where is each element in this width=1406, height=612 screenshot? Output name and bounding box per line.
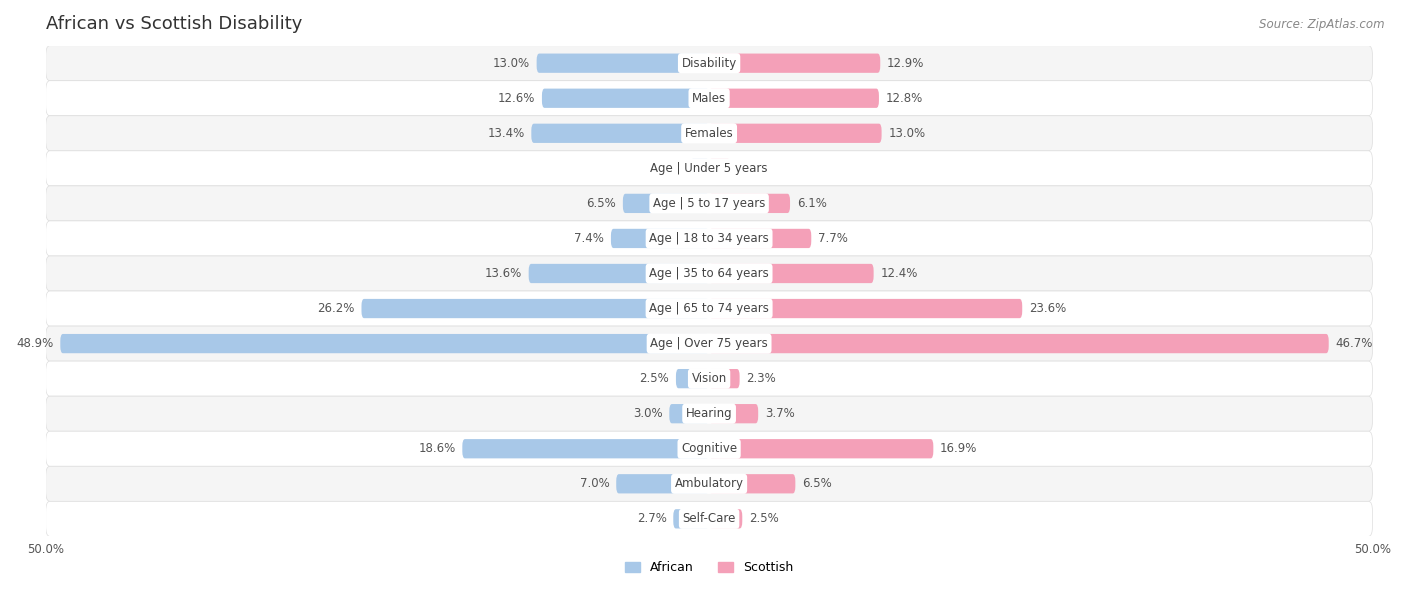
Text: 18.6%: 18.6% (419, 442, 456, 455)
Text: Males: Males (692, 92, 725, 105)
FancyBboxPatch shape (46, 116, 1372, 151)
FancyBboxPatch shape (531, 124, 709, 143)
FancyBboxPatch shape (709, 404, 758, 424)
FancyBboxPatch shape (60, 334, 709, 353)
Text: Age | 18 to 34 years: Age | 18 to 34 years (650, 232, 769, 245)
Text: Source: ZipAtlas.com: Source: ZipAtlas.com (1260, 18, 1385, 31)
Text: 2.5%: 2.5% (749, 512, 779, 525)
Text: 6.5%: 6.5% (801, 477, 832, 490)
FancyBboxPatch shape (46, 151, 1372, 186)
Text: 48.9%: 48.9% (17, 337, 53, 350)
FancyBboxPatch shape (46, 361, 1372, 396)
FancyBboxPatch shape (676, 369, 709, 388)
Text: 2.7%: 2.7% (637, 512, 666, 525)
Text: 23.6%: 23.6% (1029, 302, 1066, 315)
Text: 7.7%: 7.7% (818, 232, 848, 245)
Text: 3.0%: 3.0% (633, 407, 662, 420)
Text: 3.7%: 3.7% (765, 407, 794, 420)
FancyBboxPatch shape (709, 334, 1329, 353)
FancyBboxPatch shape (46, 326, 1372, 361)
Text: 12.8%: 12.8% (886, 92, 922, 105)
FancyBboxPatch shape (709, 369, 740, 388)
FancyBboxPatch shape (537, 54, 709, 73)
Text: Ambulatory: Ambulatory (675, 477, 744, 490)
FancyBboxPatch shape (46, 186, 1372, 221)
Text: Age | 5 to 17 years: Age | 5 to 17 years (652, 197, 765, 210)
Text: 13.0%: 13.0% (889, 127, 925, 140)
Text: 16.9%: 16.9% (941, 442, 977, 455)
FancyBboxPatch shape (616, 474, 709, 493)
Text: 1.4%: 1.4% (654, 162, 683, 175)
FancyBboxPatch shape (46, 501, 1372, 536)
Text: 12.6%: 12.6% (498, 92, 536, 105)
Text: 13.4%: 13.4% (488, 127, 524, 140)
FancyBboxPatch shape (46, 221, 1372, 256)
FancyBboxPatch shape (690, 159, 709, 178)
Text: Vision: Vision (692, 372, 727, 385)
Text: Age | Over 75 years: Age | Over 75 years (650, 337, 768, 350)
FancyBboxPatch shape (709, 439, 934, 458)
Text: 26.2%: 26.2% (318, 302, 354, 315)
Text: Age | 65 to 74 years: Age | 65 to 74 years (650, 302, 769, 315)
FancyBboxPatch shape (463, 439, 709, 458)
FancyBboxPatch shape (709, 264, 873, 283)
FancyBboxPatch shape (673, 509, 709, 529)
FancyBboxPatch shape (46, 256, 1372, 291)
Text: 13.6%: 13.6% (485, 267, 522, 280)
FancyBboxPatch shape (529, 264, 709, 283)
Text: 7.0%: 7.0% (579, 477, 610, 490)
FancyBboxPatch shape (669, 404, 709, 424)
FancyBboxPatch shape (46, 396, 1372, 431)
FancyBboxPatch shape (709, 54, 880, 73)
FancyBboxPatch shape (709, 159, 730, 178)
Text: 6.1%: 6.1% (797, 197, 827, 210)
Text: Females: Females (685, 127, 734, 140)
Text: 13.0%: 13.0% (494, 57, 530, 70)
FancyBboxPatch shape (541, 89, 709, 108)
Text: Age | 35 to 64 years: Age | 35 to 64 years (650, 267, 769, 280)
FancyBboxPatch shape (709, 474, 796, 493)
Text: Disability: Disability (682, 57, 737, 70)
FancyBboxPatch shape (709, 124, 882, 143)
Text: 7.4%: 7.4% (575, 232, 605, 245)
FancyBboxPatch shape (709, 299, 1022, 318)
Text: 46.7%: 46.7% (1336, 337, 1372, 350)
Legend: African, Scottish: African, Scottish (624, 561, 793, 574)
FancyBboxPatch shape (623, 194, 709, 213)
Text: 2.5%: 2.5% (640, 372, 669, 385)
Text: African vs Scottish Disability: African vs Scottish Disability (46, 15, 302, 33)
Text: Self-Care: Self-Care (682, 512, 735, 525)
Text: 2.3%: 2.3% (747, 372, 776, 385)
FancyBboxPatch shape (709, 229, 811, 248)
FancyBboxPatch shape (361, 299, 709, 318)
Text: Cognitive: Cognitive (681, 442, 737, 455)
FancyBboxPatch shape (709, 194, 790, 213)
FancyBboxPatch shape (709, 89, 879, 108)
Text: 1.6%: 1.6% (737, 162, 766, 175)
FancyBboxPatch shape (46, 291, 1372, 326)
FancyBboxPatch shape (46, 431, 1372, 466)
FancyBboxPatch shape (46, 81, 1372, 116)
Text: Age | Under 5 years: Age | Under 5 years (651, 162, 768, 175)
FancyBboxPatch shape (612, 229, 709, 248)
FancyBboxPatch shape (46, 46, 1372, 81)
Text: 12.9%: 12.9% (887, 57, 924, 70)
Text: 6.5%: 6.5% (586, 197, 616, 210)
Text: Hearing: Hearing (686, 407, 733, 420)
FancyBboxPatch shape (709, 509, 742, 529)
FancyBboxPatch shape (46, 466, 1372, 501)
Text: 12.4%: 12.4% (880, 267, 918, 280)
